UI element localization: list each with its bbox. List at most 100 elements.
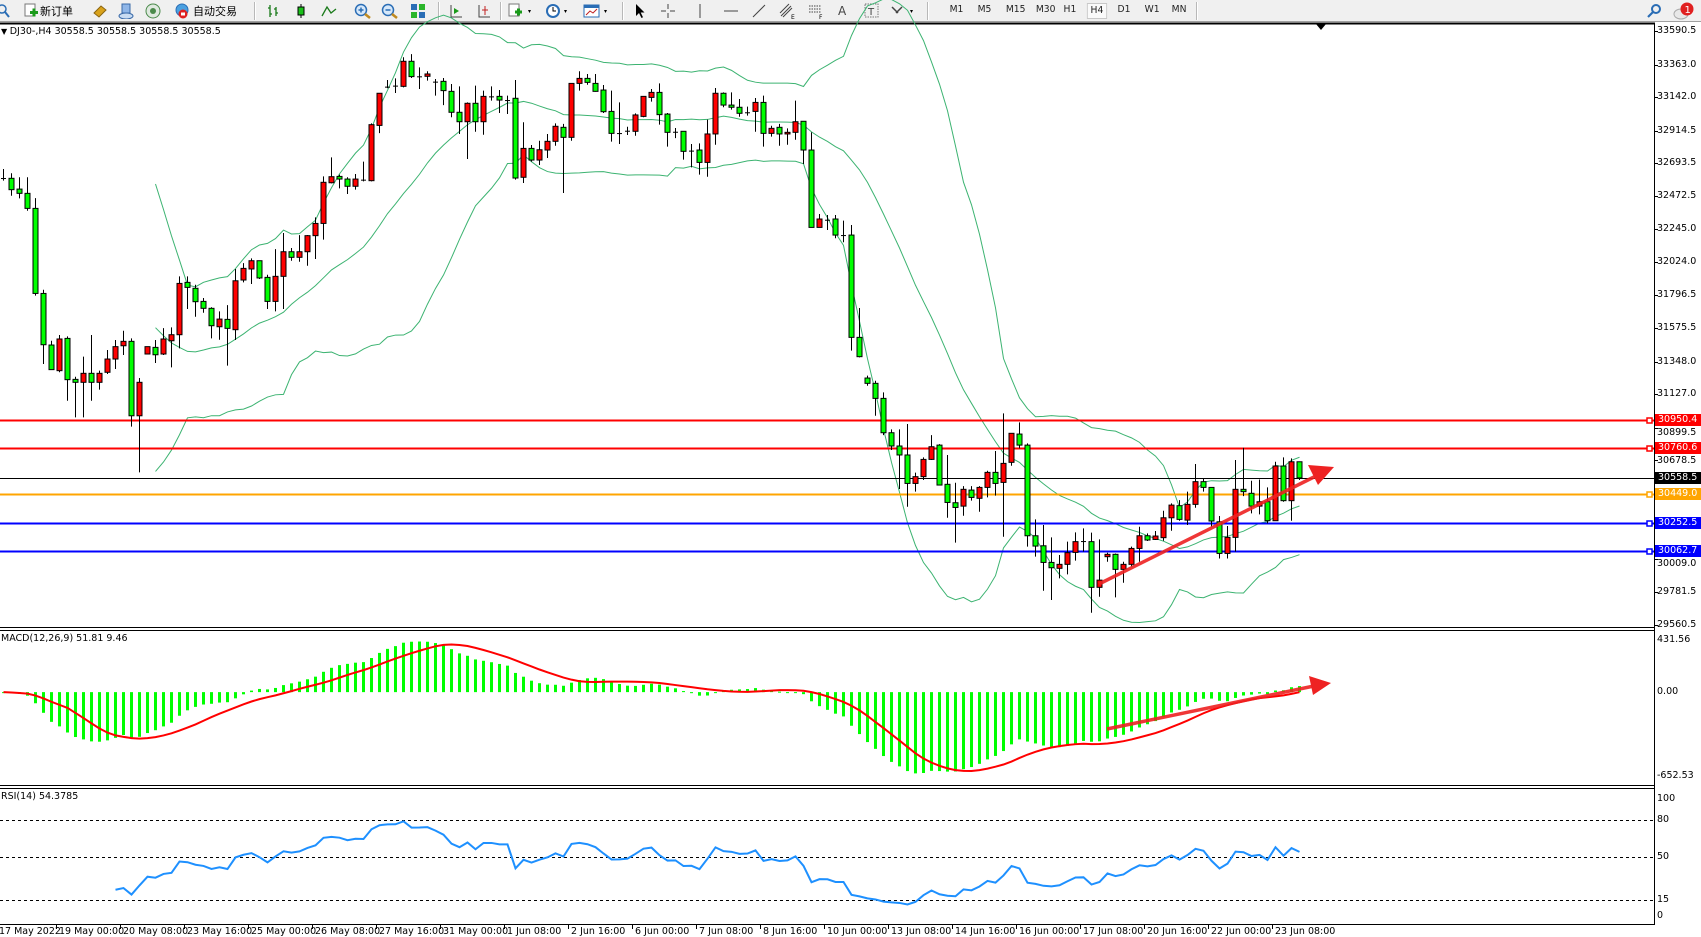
candle-body: [448, 90, 455, 113]
auto-trading-button[interactable]: 自动交易: [173, 2, 237, 20]
price-tick-label: 30899.5: [1657, 427, 1697, 439]
candle: [984, 470, 991, 498]
candle: [408, 54, 415, 78]
candle: [864, 375, 871, 386]
macd-bar: [1010, 692, 1013, 745]
candle-body: [320, 181, 327, 224]
magnifier-icon[interactable]: [0, 2, 10, 20]
auto-scroll-icon[interactable]: [448, 2, 464, 20]
chart-shift-marker[interactable]: [1316, 24, 1326, 30]
macd-bar: [74, 692, 77, 738]
search-icon[interactable]: [1646, 2, 1662, 20]
timeframe-d1[interactable]: D1: [1117, 4, 1131, 15]
candle-body: [720, 92, 727, 106]
macd-bar: [178, 692, 181, 716]
new-order-button[interactable]: 新订单: [24, 2, 73, 20]
bar-chart-icon[interactable]: [265, 2, 281, 20]
fibonacci-icon[interactable]: F: [808, 2, 826, 20]
macd-bar: [850, 692, 853, 726]
macd-tick-label: 431.56: [1657, 634, 1691, 645]
zoom-in-icon[interactable]: [354, 2, 372, 20]
level-price-label: 30760.6: [1655, 442, 1701, 455]
macd-bar: [530, 680, 533, 693]
templates-dropdown[interactable]: [583, 2, 611, 20]
candle-body: [1000, 462, 1007, 483]
gold-icon[interactable]: [92, 2, 108, 20]
level-price-label: 30950.4: [1655, 414, 1701, 427]
candle-body: [232, 280, 239, 331]
level-price-label: 30062.7: [1655, 544, 1701, 557]
candle-body: [16, 188, 23, 194]
candle: [128, 338, 135, 427]
candle-body: [1136, 535, 1143, 549]
macd-bar: [546, 684, 549, 693]
candle: [592, 73, 599, 92]
macd-bar: [98, 692, 101, 742]
candlestick-chart-icon[interactable]: [293, 2, 309, 20]
macd-bar: [186, 692, 189, 711]
timeframe-m30[interactable]: M30: [1035, 4, 1056, 15]
candle-body: [1168, 504, 1175, 519]
trend-arrow-price[interactable]: [1098, 465, 1334, 586]
macd-bar: [1154, 692, 1157, 722]
candle-body: [1120, 563, 1127, 570]
macd-bar: [1106, 692, 1109, 739]
level-handle[interactable]: [1646, 548, 1653, 555]
price-tick-label: 32914.5: [1657, 124, 1697, 136]
tile-windows-icon[interactable]: [410, 2, 426, 20]
macd-bar: [874, 692, 877, 749]
candle: [928, 435, 935, 460]
equidistant-channel-icon[interactable]: E: [779, 2, 797, 20]
macd-bar: [994, 692, 997, 756]
level-handle[interactable]: [1646, 445, 1653, 452]
candle-body: [1176, 505, 1183, 520]
zoom-out-icon[interactable]: [381, 2, 399, 20]
crosshair-icon[interactable]: [660, 2, 676, 20]
candle: [385, 80, 390, 89]
timeframe-h1[interactable]: H1: [1063, 4, 1077, 15]
candle-body: [216, 318, 223, 328]
macd-bar: [34, 692, 37, 704]
candle-body: [600, 89, 607, 113]
macd-bar: [138, 692, 141, 737]
level-handle[interactable]: [1646, 417, 1653, 424]
candle-body: [48, 344, 55, 371]
candle: [1072, 532, 1079, 561]
candle: [1192, 463, 1199, 508]
candle-body: [944, 483, 951, 503]
candle: [1104, 552, 1111, 562]
cursor-icon[interactable]: [633, 2, 647, 20]
candle-body: [648, 91, 655, 98]
macd-bar: [82, 692, 85, 740]
level-handle[interactable]: [1646, 491, 1653, 498]
timeframe-mn[interactable]: MN: [1171, 4, 1187, 15]
time-tick-label: 31 May 00:00: [443, 926, 509, 937]
line-chart-icon[interactable]: [321, 2, 337, 20]
text-tool-icon[interactable]: A: [838, 4, 847, 18]
periods-dropdown[interactable]: [545, 2, 571, 20]
timeframe-m15[interactable]: M15: [1005, 4, 1026, 15]
indicators-dropdown[interactable]: [508, 2, 534, 20]
candle: [1096, 539, 1103, 597]
candle-body: [272, 275, 279, 302]
trendline-icon[interactable]: [751, 2, 767, 20]
candle: [816, 213, 823, 228]
candle-body: [464, 102, 471, 123]
signals-icon[interactable]: [145, 2, 161, 20]
level-handle[interactable]: [1646, 520, 1653, 527]
history-center-icon[interactable]: [118, 2, 134, 20]
timeframe-m5[interactable]: M5: [977, 4, 992, 15]
arrows-dropdown[interactable]: [890, 2, 918, 20]
timeframe-m1[interactable]: M1: [949, 4, 964, 15]
timeframe-h4[interactable]: H4: [1086, 3, 1108, 19]
chart-shift-icon[interactable]: [476, 2, 492, 20]
horizontal-line-icon[interactable]: [723, 2, 739, 20]
trend-arrow-macd[interactable]: [1106, 676, 1331, 731]
vertical-line-icon[interactable]: [695, 2, 705, 20]
candle: [1208, 486, 1215, 527]
timeframe-w1[interactable]: W1: [1144, 4, 1160, 15]
candle: [424, 71, 431, 81]
notifications-button[interactable]: 1: [1672, 2, 1696, 20]
macd-bar: [234, 692, 237, 699]
